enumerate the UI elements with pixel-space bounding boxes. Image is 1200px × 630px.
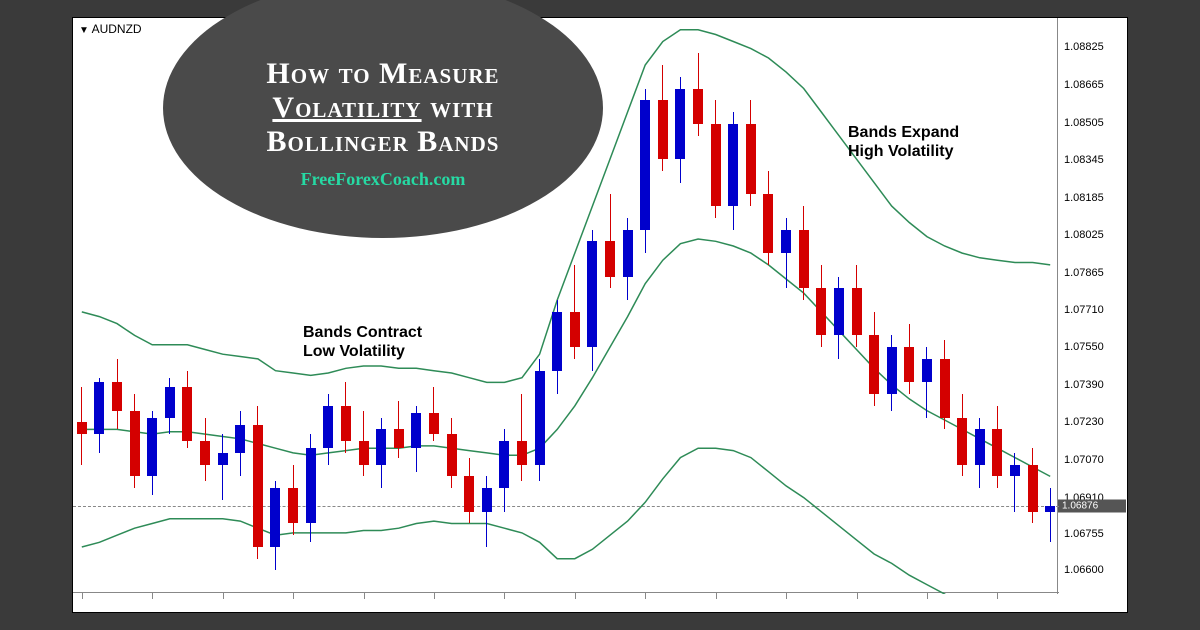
candle-body	[711, 124, 721, 206]
symbol-selector[interactable]: ▼ AUDNZD	[79, 22, 142, 36]
candle-body	[306, 448, 316, 523]
candle-body	[799, 230, 809, 289]
candle-body	[957, 418, 967, 465]
site-link[interactable]: FreeForexCoach.com	[301, 169, 466, 190]
price-tick: 1.07390	[1064, 379, 1104, 391]
candle-body	[675, 89, 685, 160]
candle-body	[922, 359, 932, 383]
price-tick: 1.06755	[1064, 528, 1104, 540]
candle-body	[975, 429, 985, 464]
price-tick: 1.07070	[1064, 454, 1104, 466]
candle-body	[359, 441, 369, 465]
annotation-expand: Bands Expand High Volatility	[848, 123, 959, 161]
candle-body	[112, 382, 122, 410]
candle-body	[288, 488, 298, 523]
candle-body	[182, 387, 192, 441]
candle-body	[200, 441, 210, 465]
title-line-3: Bollinger Bands	[267, 125, 500, 159]
symbol-label: AUDNZD	[92, 22, 142, 36]
candle-body	[587, 241, 597, 347]
price-tick: 1.07550	[1064, 341, 1104, 353]
candle-body	[834, 288, 844, 335]
candle-body	[94, 382, 104, 434]
candle-body	[165, 387, 175, 418]
price-tick: 1.07865	[1064, 267, 1104, 279]
candle-body	[869, 335, 879, 394]
candle-body	[693, 89, 703, 124]
candle-body	[77, 422, 87, 434]
price-tick: 1.08505	[1064, 117, 1104, 129]
price-tick: 1.08665	[1064, 79, 1104, 91]
candle-body	[376, 429, 386, 464]
candle-body	[992, 429, 1002, 476]
candle-body	[623, 230, 633, 277]
candle-body	[658, 100, 668, 159]
candle-body	[482, 488, 492, 512]
candle-body	[552, 312, 562, 371]
candle-body	[746, 124, 756, 195]
price-tick: 1.06600	[1064, 564, 1104, 576]
candle-body	[130, 411, 140, 477]
candle-body	[270, 488, 280, 547]
candle-body	[816, 288, 826, 335]
current-price-label: 1.06876	[1058, 499, 1126, 512]
candle-body	[1010, 465, 1020, 477]
candle-body	[728, 124, 738, 206]
candle-body	[447, 434, 457, 476]
dropdown-arrow-icon: ▼	[79, 25, 89, 36]
price-axis: 1.08825 1.08665 1.08505 1.08345 1.08185 1.080…	[1057, 18, 1127, 594]
candle-body	[640, 100, 650, 229]
candle-body	[887, 347, 897, 394]
candle-body	[940, 359, 950, 418]
candle-body	[394, 429, 404, 448]
candle-body	[781, 230, 791, 254]
candle-wick	[926, 347, 927, 418]
candle-body	[517, 441, 527, 465]
price-tick: 1.08825	[1064, 41, 1104, 53]
candle-body	[535, 371, 545, 465]
candle-body	[253, 425, 263, 547]
price-tick: 1.08025	[1064, 229, 1104, 241]
price-tick: 1.08345	[1064, 154, 1104, 166]
candle-body	[570, 312, 580, 347]
candle-wick	[1050, 488, 1051, 542]
candle-body	[429, 413, 439, 434]
candle-wick	[1014, 453, 1015, 512]
candle-body	[147, 418, 157, 477]
candle-body	[218, 453, 228, 465]
price-tick: 1.07710	[1064, 304, 1104, 316]
candle-body	[1028, 465, 1038, 512]
candle-wick	[786, 218, 787, 289]
candle-body	[411, 413, 421, 448]
candle-body	[341, 406, 351, 441]
candle-wick	[222, 434, 223, 500]
candle-body	[852, 288, 862, 335]
candle-body	[499, 441, 509, 488]
title-line-2: Volatility with	[272, 91, 493, 125]
candle-body	[1045, 506, 1055, 512]
price-tick: 1.07230	[1064, 416, 1104, 428]
candle-body	[464, 476, 474, 511]
candle-body	[323, 406, 333, 448]
candle-body	[904, 347, 914, 382]
candle-body	[235, 425, 245, 453]
candle-body	[605, 241, 615, 276]
annotation-contract: Bands Contract Low Volatility	[303, 323, 422, 361]
candle-wick	[521, 394, 522, 481]
candle-body	[763, 194, 773, 253]
chart-frame: ▼ AUDNZD How to Measure Volatility with …	[72, 17, 1128, 613]
price-tick: 1.08185	[1064, 192, 1104, 204]
title-line-1: How to Measure	[266, 57, 499, 91]
time-axis	[73, 592, 1059, 612]
